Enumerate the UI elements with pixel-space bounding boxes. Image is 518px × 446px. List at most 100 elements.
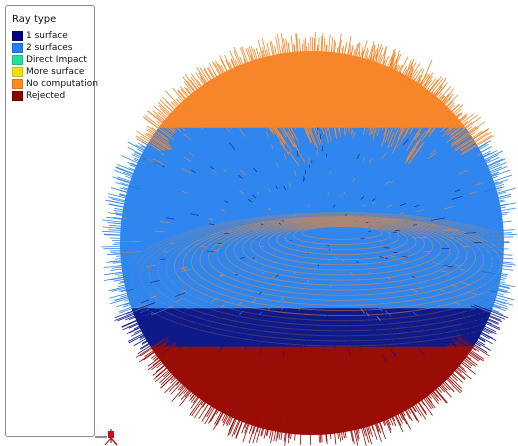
ray-fiber [412, 206, 421, 211]
ray-spike [155, 350, 183, 373]
ray-spike [231, 398, 248, 438]
ray-fiber [448, 338, 459, 347]
ray-spike [394, 391, 411, 420]
ray-fiber [251, 274, 256, 277]
ray-fiber [461, 332, 470, 337]
ray-spike [335, 409, 342, 442]
ray-spike [323, 124, 329, 143]
ray-fiber [333, 344, 336, 350]
ray-fiber [175, 292, 186, 297]
ray-spike [357, 98, 359, 117]
ray-fiber [257, 83, 262, 96]
ray-fiber [260, 223, 264, 226]
ray-spike [446, 344, 476, 367]
ray-fiber [176, 361, 185, 369]
ray-spike [261, 50, 268, 72]
ray-spike [366, 408, 378, 440]
ray-fiber [268, 373, 272, 380]
legend-title: Ray type [12, 14, 57, 25]
legend-item-rejected: Rejected [12, 90, 98, 102]
ray-fiber [464, 232, 477, 234]
ray-spike [416, 378, 432, 400]
ray-spike [280, 115, 294, 137]
ray-spike [461, 140, 491, 158]
ray-spike [463, 322, 494, 339]
ray-spike [278, 95, 293, 123]
ray-spike [256, 412, 265, 443]
ray-fiber [368, 380, 372, 385]
ray-spike [467, 159, 491, 171]
ray-spike [118, 278, 142, 284]
ray-spike [331, 91, 337, 126]
ray-fiber [186, 329, 196, 336]
ray-fiber [325, 352, 328, 361]
ray-spike [135, 338, 165, 358]
ray-fiber [222, 368, 227, 374]
ray-spike [387, 116, 397, 142]
ray-fiber [268, 189, 271, 193]
ray-fiber [436, 147, 443, 152]
ray-fiber [232, 167, 238, 174]
ray-fiber [258, 291, 262, 295]
ray-fiber [418, 348, 426, 356]
ray-spike [383, 117, 390, 136]
ray-spike [115, 214, 140, 219]
ray-fiber [181, 168, 192, 174]
ray-fiber [329, 285, 332, 288]
ray-fiber [377, 221, 380, 224]
ray-fiber [406, 337, 414, 344]
ray-spike [163, 360, 183, 378]
ray-spike [269, 41, 278, 74]
ray-spike [117, 176, 151, 189]
ray-fiber [381, 275, 385, 278]
ray-fiber [209, 166, 214, 170]
ray-fiber [240, 278, 243, 281]
ray-spike [117, 307, 150, 322]
ray-fiber [351, 342, 354, 347]
ray-fiber [434, 104, 442, 112]
ray-spike [202, 390, 215, 408]
ray-spike [116, 178, 144, 188]
legend-swatch [12, 91, 23, 101]
ray-fiber [354, 366, 357, 371]
ray-fiber [219, 275, 224, 278]
ray-spike [104, 269, 139, 276]
ray-spike [129, 164, 157, 177]
ray-fiber [275, 274, 279, 278]
ray-fiber [214, 400, 220, 410]
ray-spike [228, 403, 242, 432]
ray-fiber [266, 200, 271, 204]
ray-fiber [362, 390, 366, 398]
ray-fiber [225, 120, 232, 130]
ray-fiber [333, 94, 335, 102]
ray-spike [110, 250, 144, 253]
3d-viewport[interactable] [100, 0, 518, 446]
ray-spike [195, 72, 215, 101]
ray-fiber [294, 213, 297, 216]
ray-fiber [292, 359, 295, 367]
ray-spike [436, 100, 454, 118]
ray-fiber [430, 355, 441, 365]
ray-fiber [177, 335, 187, 344]
ray-fiber [321, 145, 324, 152]
ray-spike [381, 98, 392, 131]
ray-spike [139, 333, 165, 350]
ray-fiber [344, 102, 348, 114]
ray-spike [112, 260, 139, 264]
ray-spike [122, 314, 156, 331]
ray-spike [459, 335, 488, 353]
ray-spike [189, 377, 206, 397]
ray-fiber [249, 386, 253, 393]
ray-spike [103, 263, 138, 268]
ray-fiber [283, 153, 287, 160]
ray-spike [204, 393, 224, 425]
ray-contour-ring [174, 215, 504, 317]
ray-spike [266, 109, 275, 123]
ray-fiber [265, 373, 269, 383]
ray-fiber [291, 216, 293, 218]
ray-spike [159, 99, 190, 128]
ray-fiber [297, 142, 299, 147]
ray-fiber [343, 226, 347, 229]
ray-spike [424, 92, 436, 112]
ray-fiber [378, 330, 382, 335]
